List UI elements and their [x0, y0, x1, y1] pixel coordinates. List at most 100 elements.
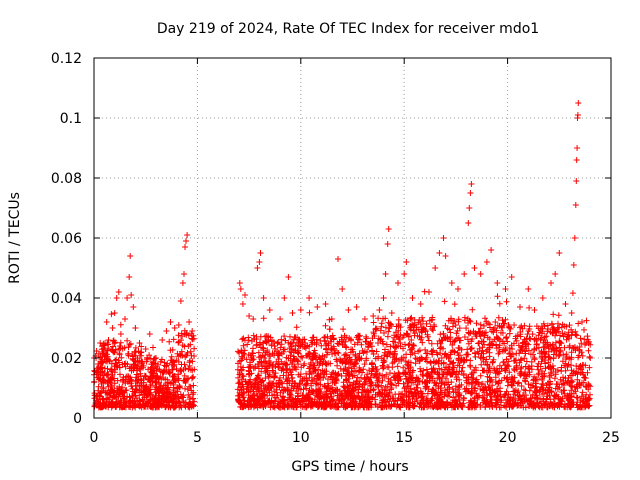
data-point [127, 253, 134, 259]
data-point [111, 310, 118, 316]
data-point [388, 310, 395, 316]
data-point [122, 316, 128, 322]
data-point [380, 295, 387, 301]
data-point [142, 346, 149, 352]
data-point [361, 316, 368, 322]
data-point [257, 250, 264, 256]
data-point [477, 271, 484, 277]
data-point [246, 313, 253, 319]
data-point [575, 100, 582, 106]
data-point [548, 280, 554, 286]
data-point [237, 286, 244, 292]
axis-ticks [93, 57, 612, 419]
data-point [502, 286, 509, 292]
data-point [183, 238, 189, 244]
data-point [177, 298, 184, 304]
data-point [101, 370, 108, 376]
data-point [339, 286, 346, 292]
data-point [188, 331, 195, 337]
y-tick-label: 0.06 [51, 231, 82, 247]
data-point [440, 235, 447, 241]
dense-data-cloud [91, 288, 594, 411]
data-point [483, 259, 490, 265]
data-point [573, 178, 580, 184]
data-point [95, 361, 102, 367]
data-point [115, 289, 122, 295]
data-point [587, 355, 594, 361]
y-tick-label: 0.02 [51, 351, 82, 367]
data-point [254, 265, 261, 271]
chart-title: Day 219 of 2024, Rate Of TEC Index for r… [157, 21, 539, 37]
data-point [171, 325, 178, 331]
x-tick-label: 20 [499, 430, 517, 446]
data-point [573, 157, 580, 163]
data-point [385, 226, 392, 232]
y-tick-label: 0.1 [60, 111, 82, 127]
data-point [465, 220, 472, 226]
data-point [182, 244, 188, 250]
data-point [384, 241, 391, 247]
data-point [571, 235, 578, 241]
data-point [266, 307, 273, 313]
data-point [128, 292, 135, 298]
x-tick-label: 10 [292, 430, 310, 446]
x-tick-label: 0 [90, 430, 99, 446]
data-point [401, 271, 408, 277]
data-point [256, 259, 263, 265]
y-axis-label: ROTI / TECUs [7, 192, 23, 284]
data-point [432, 265, 439, 271]
data-point [159, 337, 166, 343]
data-point [277, 316, 284, 322]
y-tick-labels: 0 0.02 0.04 0.06 0.08 0.1 0.12 [51, 51, 82, 427]
data-point [436, 250, 443, 256]
data-point [328, 316, 335, 322]
data-point [345, 307, 352, 313]
data-point [179, 280, 186, 286]
x-tick-labels: 0 5 10 15 20 25 [90, 430, 620, 446]
x-tick-label: 25 [602, 430, 620, 446]
data-point [467, 190, 474, 196]
data-point [556, 250, 563, 256]
data-point [574, 112, 581, 118]
data-point [494, 280, 501, 286]
y-tick-label: 0.08 [51, 171, 82, 187]
data-point [417, 301, 424, 307]
data-point [525, 286, 532, 292]
data-point [130, 304, 137, 310]
x-tick-label: 5 [193, 430, 202, 446]
x-axis-label: GPS time / hours [291, 459, 408, 475]
data-point [117, 331, 124, 337]
data-point [471, 265, 478, 271]
data-point [370, 313, 377, 319]
y-tick-label: 0.04 [51, 291, 82, 307]
data-point [306, 295, 313, 301]
data-point [572, 202, 579, 208]
data-point [136, 340, 143, 346]
data-point [285, 274, 292, 280]
data-point [570, 262, 577, 268]
data-point [461, 271, 468, 277]
data-point [466, 205, 473, 211]
data-point [376, 307, 383, 313]
data-point [395, 280, 401, 286]
data-point [163, 328, 170, 334]
y-tick-label: 0 [73, 411, 82, 427]
data-point [250, 316, 257, 322]
data-point [242, 292, 248, 298]
data-point [146, 331, 153, 337]
data-point [488, 247, 495, 253]
data-point [409, 295, 416, 301]
data-point [568, 310, 575, 316]
data-point [517, 304, 523, 310]
data-cloud [91, 288, 594, 411]
data-point [468, 181, 475, 187]
data-point [531, 307, 538, 313]
data-point [181, 271, 187, 277]
data-point [184, 232, 191, 238]
data-point [124, 295, 131, 301]
data-point [105, 337, 112, 343]
data-point [508, 274, 515, 280]
data-point [314, 304, 321, 310]
data-point [448, 280, 455, 286]
